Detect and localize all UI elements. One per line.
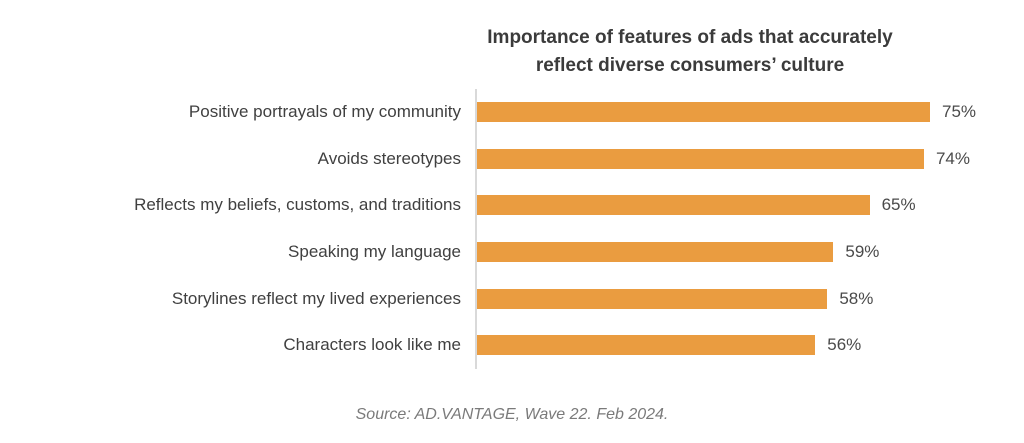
chart-title-line1: Importance of features of ads that accur… [487, 27, 893, 48]
bar-row: Characters look like me 56% [0, 321, 1024, 369]
bar-row: Positive portrayals of my community 75% [0, 89, 1024, 136]
bar [477, 335, 816, 356]
value-label: 59% [845, 242, 880, 262]
bar [477, 102, 930, 123]
category-label: Speaking my language [288, 242, 461, 262]
category-label: Characters look like me [283, 335, 461, 355]
source-note: Source: AD.VANTAGE, Wave 22. Feb 2024. [355, 406, 669, 423]
category-label: Storylines reflect my lived experiences [171, 288, 461, 308]
bar-cell: 74% [475, 135, 1024, 183]
bar-row: Reflects my beliefs, customs, and tradit… [0, 182, 1024, 229]
bar-cell: 75% [475, 89, 1024, 136]
bar-row: Speaking my language 59% [0, 228, 1024, 276]
bar-cell: 58% [475, 275, 1024, 322]
chart-title: Importance of features of ads that accur… [430, 24, 950, 79]
value-label: 75% [942, 102, 977, 122]
value-label: 56% [827, 335, 862, 355]
value-label: 58% [839, 288, 874, 308]
value-label: 74% [935, 148, 970, 168]
category-label: Avoids stereotypes [317, 148, 461, 168]
bar [477, 288, 828, 309]
bar [477, 195, 870, 216]
bar [477, 148, 924, 169]
bar-row: Storylines reflect my lived experiences … [0, 275, 1024, 322]
bar-row: Avoids stereotypes 74% [0, 135, 1024, 183]
plot-area: Positive portrayals of my community 75% … [0, 89, 1024, 369]
category-label: Positive portrayals of my community [188, 102, 461, 122]
bar-cell: 56% [475, 321, 1024, 369]
category-label: Reflects my beliefs, customs, and tradit… [134, 195, 461, 215]
bar [477, 242, 834, 263]
value-label: 65% [881, 195, 916, 215]
bar-cell: 59% [475, 228, 1024, 276]
chart-title-line2: reflect diverse consumers’ culture [535, 54, 845, 76]
bar-cell: 65% [475, 182, 1024, 229]
